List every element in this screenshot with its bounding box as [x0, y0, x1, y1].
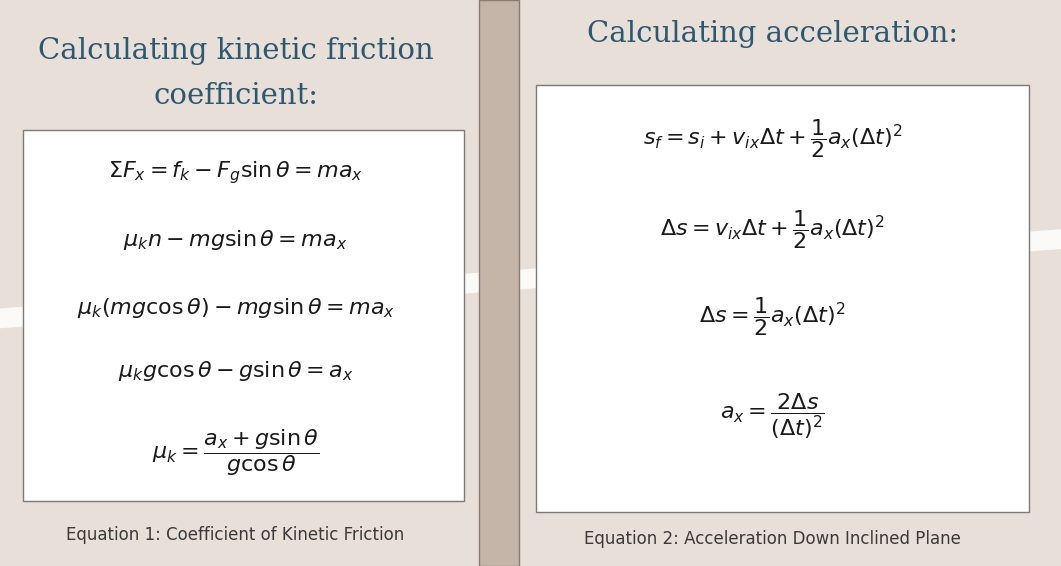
Text: coefficient:: coefficient:: [153, 82, 318, 110]
Text: $\mu_k n - mg\sin\theta = ma_x$: $\mu_k n - mg\sin\theta = ma_x$: [123, 228, 348, 252]
FancyBboxPatch shape: [479, 0, 519, 566]
Text: Equation 1: Coefficient of Kinetic Friction: Equation 1: Coefficient of Kinetic Frict…: [67, 526, 404, 544]
Text: $s_f = s_i + v_{ix}\Delta t + \dfrac{1}{2}a_x(\Delta t)^2$: $s_f = s_i + v_{ix}\Delta t + \dfrac{1}{…: [643, 117, 902, 160]
Text: $\mu_k(mg\cos\theta) - mg\sin\theta = ma_x$: $\mu_k(mg\cos\theta) - mg\sin\theta = ma…: [76, 297, 395, 320]
FancyBboxPatch shape: [536, 85, 1029, 512]
Text: $\Delta s = \dfrac{1}{2}a_x(\Delta t)^2$: $\Delta s = \dfrac{1}{2}a_x(\Delta t)^2$: [699, 295, 846, 338]
Text: $\Sigma F_x = f_k - F_g\sin\theta = ma_x$: $\Sigma F_x = f_k - F_g\sin\theta = ma_x…: [108, 159, 363, 186]
Polygon shape: [0, 229, 1061, 328]
Text: $\mu_k = \dfrac{a_x + g\sin\theta}{g\cos\theta}$: $\mu_k = \dfrac{a_x + g\sin\theta}{g\cos…: [152, 427, 319, 478]
Text: Calculating kinetic friction: Calculating kinetic friction: [38, 37, 433, 65]
Text: $\Delta s = v_{ix}\Delta t + \dfrac{1}{2}a_x(\Delta t)^2$: $\Delta s = v_{ix}\Delta t + \dfrac{1}{2…: [660, 208, 885, 251]
Text: Calculating acceleration:: Calculating acceleration:: [587, 20, 958, 48]
Text: $a_x = \dfrac{2\Delta s}{(\Delta t)^2}$: $a_x = \dfrac{2\Delta s}{(\Delta t)^2}$: [720, 391, 824, 441]
Text: $\mu_k g\cos\theta - g\sin\theta = a_x$: $\mu_k g\cos\theta - g\sin\theta = a_x$: [118, 359, 353, 383]
Text: Equation 2: Acceleration Down Inclined Plane: Equation 2: Acceleration Down Inclined P…: [584, 530, 961, 548]
FancyBboxPatch shape: [23, 130, 464, 501]
